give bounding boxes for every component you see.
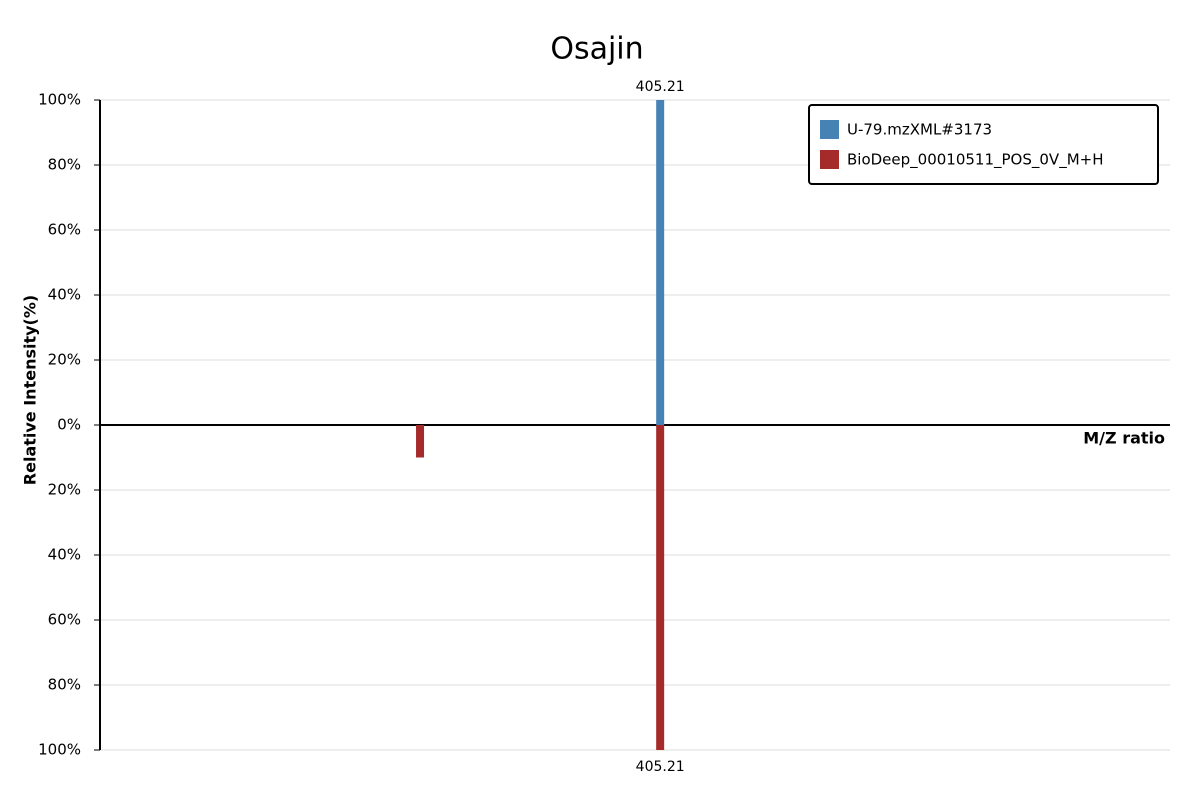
peak-bar [656, 100, 665, 425]
y-tick-label: 20% [48, 351, 81, 369]
y-tick-label: 40% [48, 286, 81, 304]
peak-label: 405.21 [636, 759, 685, 775]
y-tick-label: 0% [57, 416, 81, 434]
y-tick-label: 20% [48, 481, 81, 499]
peak-label: 405.21 [636, 79, 685, 95]
y-tick-label: 80% [48, 676, 81, 694]
peak-bar [656, 425, 665, 750]
chart-title: Osajin [550, 32, 643, 67]
legend-box [808, 104, 1159, 185]
peak-bar [416, 425, 425, 458]
x-axis-label: M/Z ratio [1083, 429, 1165, 448]
legend-label: U-79.mzXML#3173 [847, 121, 992, 139]
y-tick-label: 80% [48, 156, 81, 174]
y-tick-label: 40% [48, 546, 81, 564]
y-tick-label: 100% [38, 91, 81, 109]
legend-swatch [820, 120, 839, 139]
y-tick-label: 60% [48, 221, 81, 239]
y-axis-label: Relative Intensity(%) [21, 295, 40, 485]
legend-label: BioDeep_00010511_POS_0V_M+H [847, 151, 1103, 170]
y-tick-label: 60% [48, 611, 81, 629]
y-tick-label: 100% [38, 741, 81, 759]
legend-swatch [820, 150, 839, 169]
